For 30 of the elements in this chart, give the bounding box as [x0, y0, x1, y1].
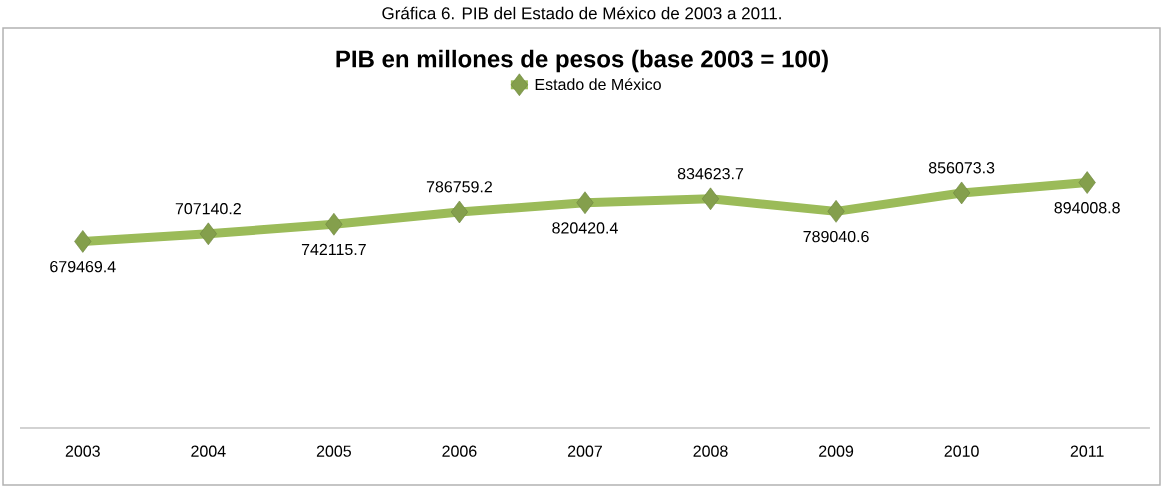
data-label: 742115.7 [301, 243, 366, 256]
point [450, 200, 468, 224]
chart-title: PIB en millones de pesos (base 2003 = 100) [336, 49, 828, 73]
point [576, 191, 594, 215]
x-tick-label: 2009 [819, 445, 854, 457]
x-tick-label: 2004 [191, 445, 226, 457]
x-tick-label: 2003 [65, 445, 100, 457]
point [1078, 171, 1096, 194]
data-label: 679469.4 [50, 260, 116, 273]
x-tick-label: 2008 [693, 445, 728, 457]
point [325, 212, 343, 236]
x-tick-label: 2010 [944, 445, 979, 457]
x-tick-label: 2007 [567, 445, 602, 457]
legend-label: Estado de México [535, 78, 661, 91]
data-label: 856073.3 [928, 162, 995, 174]
point [701, 187, 720, 211]
x-tick-label: 2005 [316, 445, 351, 457]
text: Gráfica 6. PIB del Estado de México de 2003 a 2011. [382, 6, 781, 20]
x-tick-label: 2006 [442, 445, 477, 457]
point [953, 181, 971, 205]
data-label: 834623.7 [677, 167, 744, 180]
data-label: 786759.2 [426, 181, 492, 193]
data-label: 894008.8 [1054, 202, 1120, 214]
x-tick-label: 2011 [1070, 445, 1104, 457]
data-label: 789040.6 [803, 230, 869, 243]
point [74, 230, 92, 253]
data-label: 820420.4 [552, 222, 618, 234]
data-label: 707140.2 [175, 202, 241, 215]
point [199, 222, 217, 246]
point [827, 200, 845, 223]
